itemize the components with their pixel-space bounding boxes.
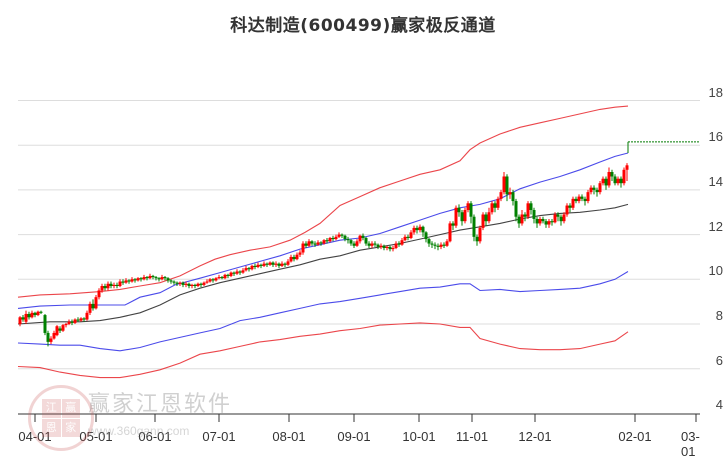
watermark-seal: 江 赢 恩 家 (28, 385, 94, 451)
lower_inner-line (17, 271, 629, 352)
y-tick-label: 16 (708, 129, 723, 145)
seal-char: 恩 (42, 418, 61, 437)
x-tick-label: 06-01 (138, 429, 172, 444)
upper_inner-line (17, 152, 629, 309)
y-tick-label: 12 (708, 218, 723, 234)
channel-bands (17, 105, 629, 379)
watermark-brand: 赢家江恩软件 (88, 392, 233, 417)
grid-lines (18, 100, 700, 370)
x-tick-label: 11-01 (455, 429, 489, 444)
x-tick-label: 02-01 (618, 429, 652, 444)
projection-line (627, 141, 700, 154)
y-tick-label: 14 (708, 173, 723, 189)
y-tick-label: 4 (715, 397, 723, 413)
x-tick-label: 10-01 (402, 429, 436, 444)
middle-line (17, 203, 629, 325)
seal-char: 家 (61, 418, 80, 437)
seal-char: 赢 (61, 399, 80, 418)
x-tick-label: 12-01 (518, 429, 552, 444)
y-tick-label: 18 (708, 84, 723, 100)
y-tick-label: 10 (708, 263, 723, 279)
x-tick-label: 08-01 (272, 429, 306, 444)
chart-title: 科达制造(600499)赢家极反通道 (230, 16, 496, 36)
x-tick-label: 07-01 (202, 429, 236, 444)
x-tick-label: 03-01 (681, 429, 700, 459)
watermark-url: www.360gann.com (88, 424, 190, 438)
seal-char: 江 (42, 399, 61, 418)
x-tick-label: 09-01 (337, 429, 371, 444)
y-tick-label: 8 (715, 308, 723, 323)
upper_outer-line (17, 105, 629, 298)
lower_outer-line (17, 322, 629, 379)
y-tick-label: 6 (715, 352, 723, 368)
candlestick-series (18, 163, 629, 347)
